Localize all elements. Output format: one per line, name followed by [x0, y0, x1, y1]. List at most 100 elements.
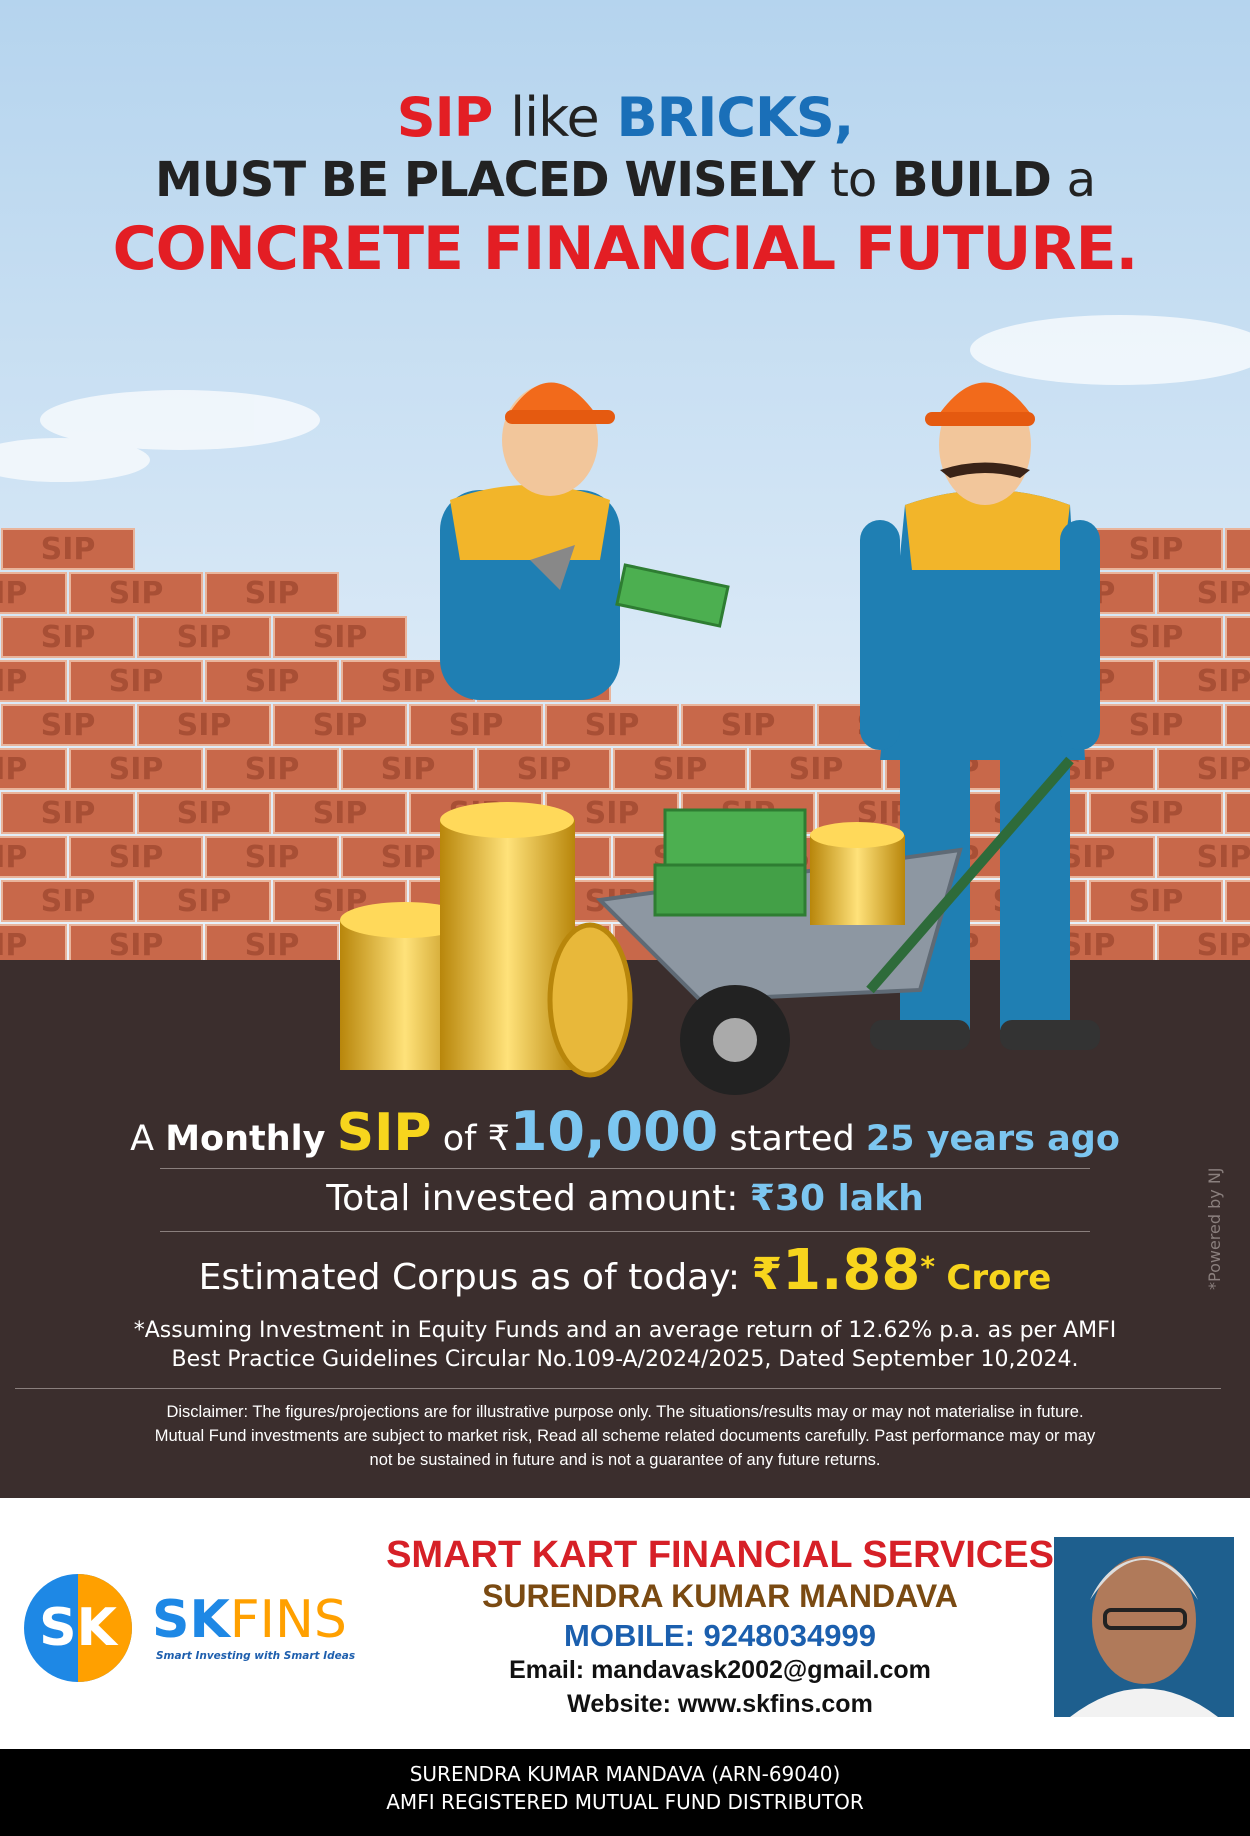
- headline-word: to: [830, 152, 877, 208]
- text: Total invested amount:: [326, 1178, 739, 1219]
- brick: [205, 836, 339, 878]
- brick-label: SIP: [313, 796, 368, 831]
- footer-line: SURENDRA KUMAR MANDAVA (ARN-69040): [409, 1762, 841, 1786]
- amount: 10,000: [509, 1100, 719, 1163]
- brick-label: SIP: [1129, 884, 1184, 919]
- text: of: [442, 1119, 477, 1159]
- brick-label: SIP: [109, 928, 164, 963]
- headline-word: SIP: [396, 86, 494, 149]
- photo: [1054, 1537, 1234, 1717]
- headline-line2: MUST BE PLACED WISELY to BUILD a: [0, 152, 1250, 208]
- brick: [477, 748, 611, 790]
- contact-name: SURENDRA KUMAR MANDAVA: [482, 1578, 958, 1614]
- clouds: [0, 315, 1250, 482]
- text: started: [729, 1119, 855, 1159]
- brick: [749, 748, 883, 790]
- divider: [160, 1231, 1090, 1232]
- brick-label: SIP: [1197, 576, 1250, 611]
- brick: [205, 660, 339, 702]
- disclaimer-line: Mutual Fund investments are subject to m…: [154, 1427, 1096, 1445]
- brick: [273, 616, 407, 658]
- brick-label: SIP: [41, 884, 96, 919]
- brick-label: SIP: [177, 796, 232, 831]
- disclaimer-line: Disclaimer: The figures/projections are …: [166, 1403, 1084, 1421]
- footnote: *Assuming Investment in Equity Funds and…: [0, 1316, 1250, 1374]
- brick-label: SIP: [109, 752, 164, 787]
- brick-label: SIP: [721, 708, 776, 743]
- company: SMART KART FINANCIAL SERVICES: [386, 1534, 1054, 1576]
- brick: [0, 572, 67, 614]
- website: Website: www.skfins.com: [567, 1690, 873, 1718]
- brick-label: SIP: [245, 928, 300, 963]
- summary-line1: A Monthly SIP of ₹10,000 started 25 year…: [0, 1100, 1250, 1163]
- brick-label: SIP: [1197, 840, 1250, 875]
- brick-label: SIP: [41, 796, 96, 831]
- brick-label: SIP: [449, 708, 504, 743]
- brick-label: SIP: [0, 576, 27, 611]
- brick-label: SIP: [245, 840, 300, 875]
- brick: [69, 572, 203, 614]
- brick: [137, 616, 271, 658]
- logo-name: SKFINS: [152, 1590, 347, 1650]
- amount: 1.88: [782, 1238, 921, 1303]
- headline-word: BRICKS,: [616, 86, 855, 149]
- brick: [1225, 880, 1250, 922]
- headline-line1: SIP like BRICKS,: [0, 86, 1250, 149]
- brick-label: SIP: [109, 576, 164, 611]
- brick-label: SIP: [1197, 752, 1250, 787]
- brick-label: SIP: [0, 928, 27, 963]
- text: ₹: [487, 1119, 510, 1159]
- brick: [273, 704, 407, 746]
- brick-label: SIP: [0, 840, 27, 875]
- brick: [69, 924, 203, 966]
- divider: [15, 1388, 1221, 1389]
- brick: [137, 704, 271, 746]
- brick: [1, 792, 135, 834]
- brick: [205, 748, 339, 790]
- logo-name-part: SK: [152, 1590, 230, 1650]
- brick: [137, 792, 271, 834]
- brick: [0, 836, 67, 878]
- headline-word: BUILD: [892, 152, 1052, 208]
- brick: [1, 704, 135, 746]
- text: Crore: [946, 1258, 1052, 1298]
- brick-label: SIP: [1197, 928, 1250, 963]
- brick: [681, 704, 815, 746]
- brick-label: SIP: [177, 620, 232, 655]
- headline-word: like: [510, 86, 600, 149]
- brick: [1225, 792, 1250, 834]
- brick-label: SIP: [1129, 532, 1184, 567]
- brick-label: SIP: [313, 708, 368, 743]
- brick: [0, 924, 67, 966]
- brick: [69, 748, 203, 790]
- disclaimer-line: not be sustained in future and is not a …: [369, 1451, 881, 1469]
- brick: [1089, 616, 1223, 658]
- brick-label: SIP: [585, 708, 640, 743]
- brick-label: SIP: [1129, 708, 1184, 743]
- coin-stacks: [340, 802, 905, 1078]
- brick-label: SIP: [109, 840, 164, 875]
- brick-label: SIP: [517, 752, 572, 787]
- divider: [160, 1168, 1090, 1169]
- brick-label: SIP: [381, 752, 436, 787]
- brick: [545, 704, 679, 746]
- brick: [1225, 616, 1250, 658]
- brick-label: SIP: [789, 752, 844, 787]
- text: Estimated Corpus as of today:: [198, 1257, 741, 1298]
- brick: [137, 880, 271, 922]
- brick-label: SIP: [245, 664, 300, 699]
- brick: [69, 836, 203, 878]
- logo-tagline: Smart Investing with Smart Ideas: [156, 1650, 356, 1662]
- text: A: [130, 1119, 155, 1159]
- brick: [1089, 880, 1223, 922]
- summary-line3: Estimated Corpus as of today: ₹1.88* Cro…: [0, 1238, 1250, 1303]
- brick: [409, 704, 543, 746]
- text: SIP: [336, 1103, 432, 1163]
- brick: [69, 660, 203, 702]
- brick-label: SIP: [653, 752, 708, 787]
- brick-label: SIP: [109, 664, 164, 699]
- worker-left: [440, 382, 730, 700]
- brick-label: SIP: [41, 532, 96, 567]
- logo-name-part: FINS: [229, 1590, 347, 1650]
- brick: [1157, 572, 1250, 614]
